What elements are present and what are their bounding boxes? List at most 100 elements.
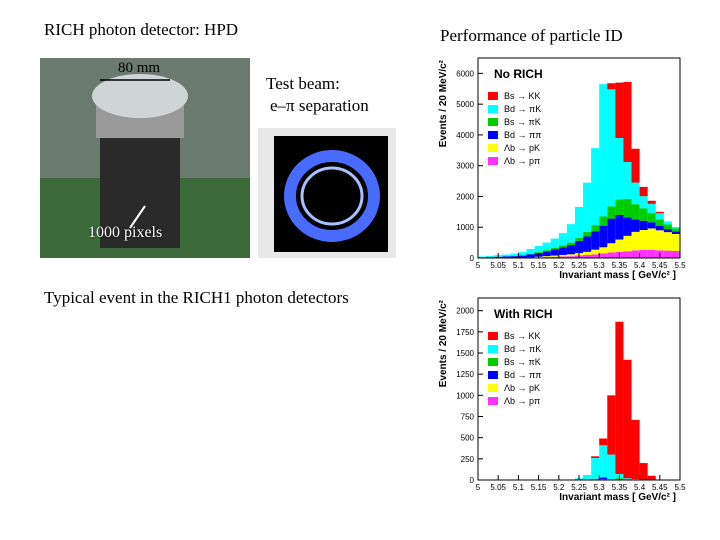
histogram-bar [550, 238, 559, 248]
histogram-bar [542, 251, 551, 257]
histogram-bar [655, 213, 664, 220]
histogram-bar [615, 214, 624, 240]
histogram-bar [591, 249, 600, 255]
x-tick-label: 5.45 [652, 261, 668, 270]
ring-image [258, 128, 396, 258]
histogram-bar [639, 230, 648, 250]
histogram-bar [615, 321, 624, 475]
y-tick-label: 500 [461, 434, 475, 443]
x-axis-label: Invariant mass [ GeV/c² ] [559, 270, 676, 281]
legend-swatch [488, 371, 498, 379]
legend-swatch [488, 105, 498, 113]
histogram-bar [550, 256, 559, 258]
histogram-bar [566, 256, 575, 258]
histogram-bar [631, 148, 640, 183]
histogram-bar [583, 236, 592, 252]
y-tick-label: 0 [470, 254, 475, 263]
histogram-bar [607, 83, 616, 90]
histogram-bar [607, 218, 616, 244]
histogram-bar [518, 252, 527, 256]
histogram-bar [671, 228, 680, 232]
histogram-bar [607, 243, 616, 253]
legend-swatch [488, 332, 498, 340]
histogram-bar [574, 237, 584, 241]
histogram-bar [486, 255, 495, 258]
histogram-bar [558, 256, 567, 258]
legend-swatch [488, 157, 498, 165]
histogram-bar [631, 219, 640, 232]
hpd-photo [40, 58, 250, 258]
y-tick-label: 3000 [456, 162, 474, 171]
caption: Typical event in the RICH1 photon detect… [44, 288, 349, 307]
legend-label: Bd → πK [504, 104, 541, 114]
histogram-bar [566, 245, 575, 255]
x-tick-label: 5.3 [594, 261, 606, 270]
histogram-bar [671, 226, 680, 229]
histogram-bar [639, 463, 648, 480]
histogram-bar [574, 240, 584, 254]
test-beam-line-1: Test beam: [266, 74, 340, 93]
histogram-bar [615, 82, 624, 138]
histogram-bar [534, 246, 543, 253]
legend-label: Λb → pK [504, 383, 540, 393]
histogram-bar [526, 253, 535, 255]
histogram-bar [502, 256, 511, 258]
x-tick-label: 5.35 [612, 261, 628, 270]
histogram-bar [623, 82, 632, 162]
y-tick-label: 0 [470, 476, 475, 485]
histogram-bar [663, 250, 672, 258]
histogram-bar [655, 230, 664, 251]
histogram-bar [639, 250, 648, 258]
histogram-bar [631, 204, 640, 220]
histogram-bar [647, 200, 656, 204]
histogram-bar [558, 245, 567, 248]
histogram-bar [647, 213, 656, 223]
histogram-bar [655, 211, 664, 214]
histogram-bar [599, 477, 608, 480]
x-tick-label: 5.35 [612, 483, 628, 492]
histogram-bar [591, 456, 600, 458]
histogram-bar [607, 206, 616, 219]
histogram-bar [591, 225, 600, 232]
histogram-bar [566, 224, 575, 243]
y-tick-label: 5000 [456, 100, 474, 109]
histogram-bar [542, 250, 551, 252]
y-tick-label: 250 [461, 455, 475, 464]
legend-swatch [488, 358, 498, 366]
legend-label: Λb → pπ [504, 396, 540, 406]
histogram-bar [623, 198, 632, 218]
histogram-bar [623, 162, 632, 199]
histogram-bar [550, 255, 559, 257]
histogram-bar [599, 247, 608, 254]
x-tick-label: 5.4 [634, 261, 646, 270]
histogram-bar [534, 252, 543, 254]
histogram-bar [510, 256, 519, 258]
histogram-bar [631, 419, 640, 480]
histogram-bar [558, 247, 567, 255]
histogram-bar [663, 221, 672, 225]
legend-label: Bd → πK [504, 344, 541, 354]
x-tick-label: 5.4 [634, 483, 646, 492]
dimension-label: 80 mm [118, 60, 161, 76]
x-tick-label: 5.25 [571, 483, 587, 492]
histogram-bar [599, 216, 608, 226]
legend-label: Bd → ππ [504, 370, 541, 380]
histogram-bar [671, 234, 680, 251]
histogram-bar [599, 225, 608, 248]
histogram-bar [639, 196, 648, 209]
histogram-bar [526, 249, 535, 254]
x-tick-label: 5.3 [594, 483, 606, 492]
histogram-bar [558, 233, 567, 246]
histogram-bar [639, 220, 648, 230]
histogram-bar [607, 395, 616, 455]
y-tick-label: 1500 [456, 349, 474, 358]
y-axis-label: Events / 20 MeV/c² [438, 299, 449, 387]
y-axis-label: Events / 20 MeV/c² [438, 59, 449, 147]
histogram-bar [607, 454, 616, 480]
histogram-bar [550, 249, 559, 256]
histogram-bar [583, 254, 592, 258]
histogram-bar [502, 254, 511, 257]
legend-label: Λb → pK [504, 143, 540, 153]
x-tick-label: 5 [476, 261, 481, 270]
legend-label: Bs → KK [504, 331, 541, 341]
